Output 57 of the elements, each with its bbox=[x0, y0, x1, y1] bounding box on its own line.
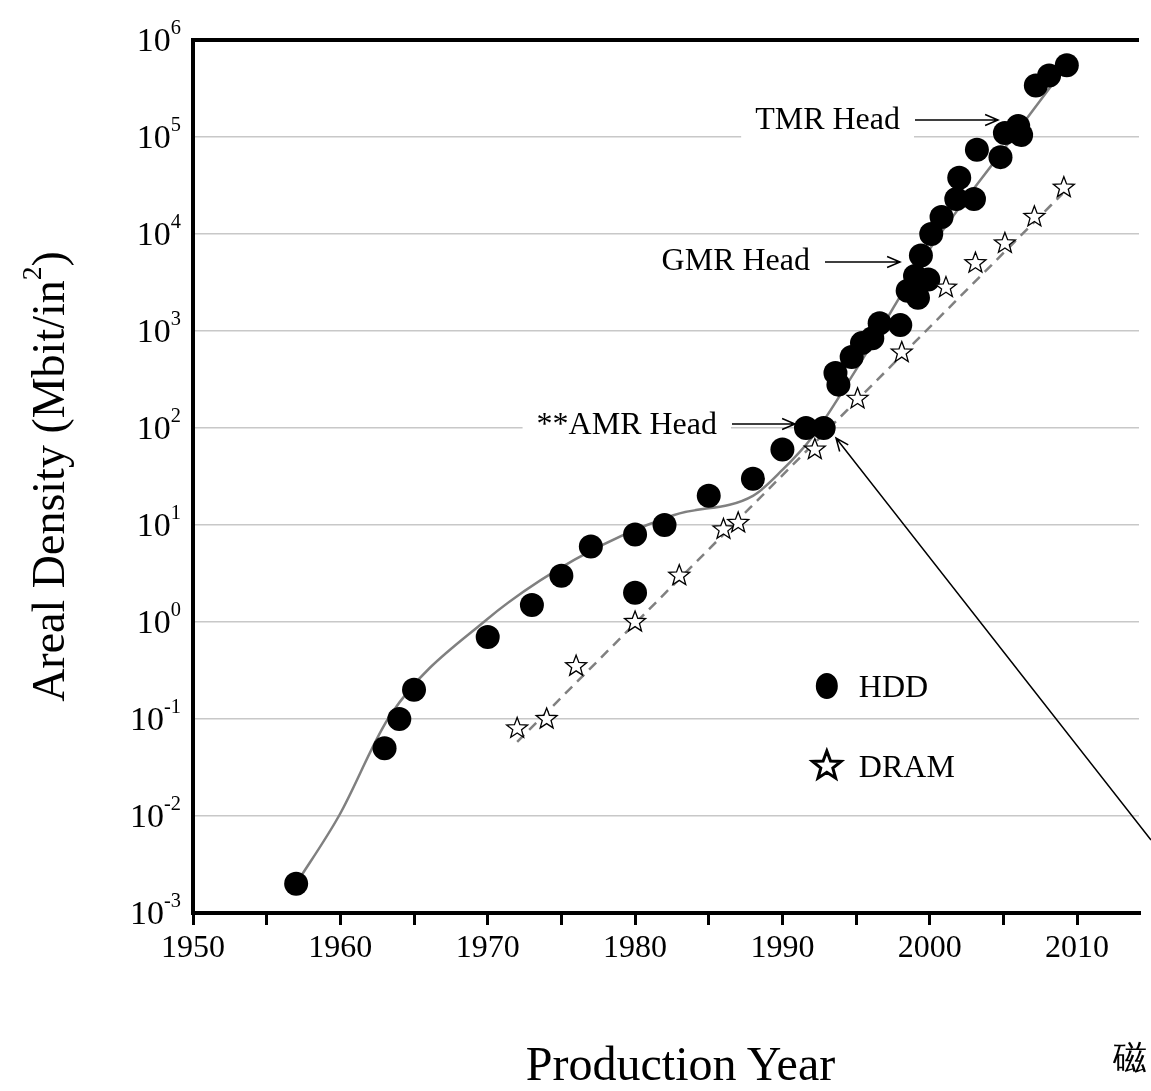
text: 磁 bbox=[1112, 1038, 1147, 1076]
point bbox=[1052, 176, 1075, 198]
point bbox=[1037, 63, 1062, 88]
point bbox=[846, 387, 869, 409]
point bbox=[284, 871, 309, 896]
point bbox=[668, 564, 691, 586]
point bbox=[387, 707, 412, 731]
point bbox=[506, 716, 529, 738]
point bbox=[696, 483, 721, 508]
x-tick-label: 2010 bbox=[1045, 927, 1110, 964]
x-tick-label: 1980 bbox=[603, 927, 668, 964]
point bbox=[867, 311, 892, 336]
x-axis-title: Production Year bbox=[525, 1037, 836, 1090]
x-tick-label: 2000 bbox=[897, 927, 962, 964]
legend-label: DRAM bbox=[858, 748, 955, 785]
point bbox=[623, 580, 648, 605]
point bbox=[919, 222, 944, 246]
point bbox=[908, 243, 933, 268]
point bbox=[823, 360, 848, 385]
point bbox=[811, 416, 836, 440]
point bbox=[402, 677, 427, 702]
point bbox=[519, 592, 544, 617]
point bbox=[770, 437, 795, 462]
point bbox=[905, 285, 930, 310]
point bbox=[475, 625, 500, 650]
annotation: TMR Head bbox=[755, 100, 900, 137]
x-tick-label: 1950 bbox=[161, 927, 225, 964]
point bbox=[372, 736, 397, 761]
x-tick-label: 1990 bbox=[750, 927, 815, 964]
x-tick-label: 1970 bbox=[455, 927, 520, 964]
point bbox=[934, 275, 958, 298]
point bbox=[578, 534, 603, 559]
annotation: **AMR Head bbox=[536, 405, 717, 442]
point bbox=[727, 511, 750, 533]
y-axis-title: Areal Density (Mbit/in2) bbox=[15, 251, 75, 702]
point bbox=[888, 313, 913, 338]
point bbox=[652, 513, 677, 537]
point bbox=[890, 340, 913, 363]
point bbox=[623, 610, 647, 632]
legend-label: HDD bbox=[858, 668, 929, 705]
point bbox=[565, 654, 588, 676]
point bbox=[623, 522, 648, 547]
x-tick-label: 1960 bbox=[308, 927, 373, 964]
point bbox=[947, 165, 972, 190]
point bbox=[740, 466, 765, 491]
annotation: GMR Head bbox=[661, 241, 810, 278]
point bbox=[988, 145, 1013, 170]
point bbox=[535, 707, 558, 729]
point bbox=[712, 517, 735, 539]
point bbox=[1054, 53, 1079, 78]
point bbox=[803, 437, 826, 460]
point bbox=[549, 563, 574, 588]
point bbox=[1023, 205, 1046, 227]
point bbox=[993, 231, 1017, 253]
point bbox=[929, 204, 954, 229]
point bbox=[964, 137, 989, 162]
point bbox=[964, 251, 987, 273]
